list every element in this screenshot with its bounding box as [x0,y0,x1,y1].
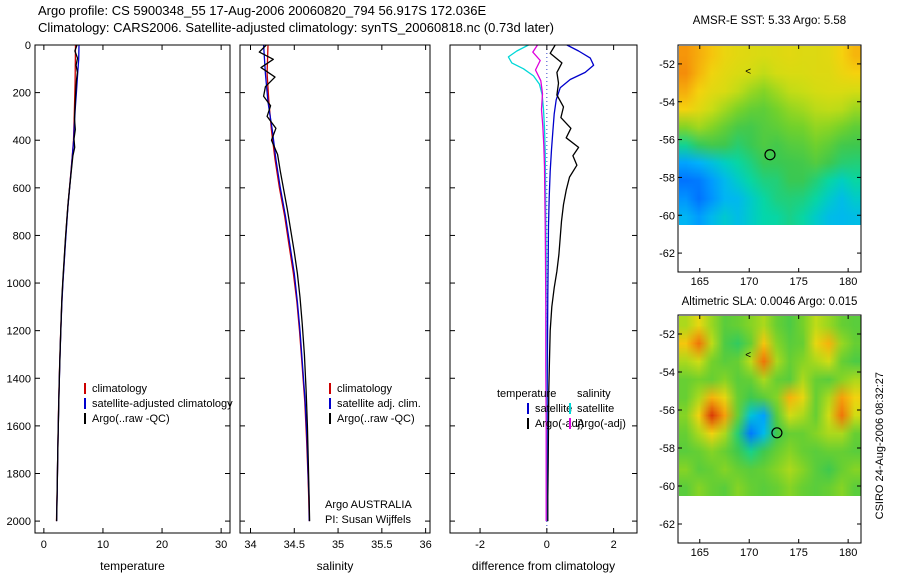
sla-map-panel: Altimetric SLA: 0.0046 Argo: 0.015 165 170… [659,296,862,559]
y-tick-label: 400 [13,135,31,147]
y-tick-label: -56 [659,135,675,147]
series-argo-raw-qc- [258,44,311,522]
x-axis-label: salinity [317,559,354,573]
argo-position-marker [764,149,776,161]
axis-box [449,44,638,534]
x-tick-label: 180 [839,276,857,288]
salinity-profile-panel: 34 34.5 35 35.5 36 salinity climatology satelli… [239,44,432,573]
y-tick-label: 1800 [7,468,31,480]
annotation-text: Argo AUSTRALIA [325,499,412,511]
series-salinity-satellite [507,44,548,522]
x-tick-label: 170 [740,276,758,288]
legend-label: satellite [577,403,614,415]
argo-position-marker [771,427,783,439]
legend-header: temperature [497,388,556,400]
series-climatology [266,44,310,522]
y-tick-label: -52 [659,329,675,341]
map-title: Altimetric SLA: 0.0046 Argo: 0.015 [682,296,858,308]
legend-label: Argo(-adj) [535,418,584,430]
x-tick-label: 170 [740,547,758,559]
legend-label: Argo(..raw -QC) [337,413,415,425]
x-tick-label: 20 [156,539,168,551]
x-tick-label: 35 [332,539,344,551]
y-tick-label: 1200 [7,326,31,338]
series-temperature-argo-adj- [547,44,580,522]
legend-label: satellite [535,403,572,415]
series-satellite-adjusted-climatology [55,44,80,522]
sst-heatmap-canvas [678,45,861,225]
y-tick-label: 0 [25,40,31,52]
legend-header: salinity [577,388,611,400]
difference-panel: -2 0 2 difference from climatology temperatu… [449,44,638,573]
x-tick-label: 175 [790,276,808,288]
sla-heatmap-canvas [678,315,861,496]
y-tick-label: 200 [13,88,31,100]
x-tick-label: -2 [475,539,485,551]
y-tick-label: 2000 [7,516,31,528]
figure-title-line-2: Climatology: CARS2006. Satellite-adjuste… [38,20,554,35]
legend-label: climatology [92,383,148,395]
x-tick-label: 165 [691,547,709,559]
series-salinity-argo-adj- [532,44,547,522]
x-tick-label: 34 [244,539,256,551]
y-tick-label: 800 [13,230,31,242]
x-axis-label: temperature [100,559,165,573]
legend-label: climatology [337,383,393,395]
legend-label: satellite-adjusted climatology [92,398,233,410]
y-tick-label: -58 [659,443,675,455]
y-tick-label: -56 [659,405,675,417]
sst-map-panel: AMSR-E SST: 5.33 Argo: 5.58 165 170 175 180 -… [659,15,862,288]
series-satellite-adj-clim- [262,44,310,522]
x-tick-label: 10 [97,539,109,551]
x-axis-label: difference from climatology [472,559,615,573]
axis-box [239,44,431,534]
series-climatology [55,44,77,522]
x-tick-label: 34.5 [284,539,305,551]
arrow-marker: < [745,66,751,77]
x-tick-label: 0 [41,539,47,551]
legend-label: Argo(..raw -QC) [92,413,170,425]
y-tick-label: -54 [659,97,675,109]
x-tick-label: 35.5 [371,539,392,551]
axis-box [677,44,862,273]
x-tick-label: 175 [790,547,808,559]
temperature-profile-panel: 0 10 20 30 0 200 400 600 800 1000 1200 1400 1600 1800… [7,40,233,573]
legend-label: Argo(-adj) [577,418,626,430]
y-tick-label: 600 [13,183,31,195]
y-tick-label: -60 [659,481,675,493]
axis-box [34,44,231,534]
series-argo-raw-qc- [55,44,79,522]
x-tick-label: 0 [544,539,550,551]
y-tick-label: -62 [659,248,675,260]
y-tick-label: -60 [659,210,675,222]
y-tick-label: 1000 [7,278,31,290]
legend-label: satellite adj. clim. [337,398,421,410]
y-tick-label: -58 [659,172,675,184]
figure-title-line-1: Argo profile: CS 5900348_55 17-Aug-2006 … [38,3,487,18]
arrow-marker: < [745,350,751,361]
y-tick-label: 1400 [7,373,31,385]
y-tick-label: -62 [659,519,675,531]
csiro-timestamp-watermark: CSIRO 24-Aug-2006 08:32:27 [874,372,886,520]
series-temperature-satellite [546,44,595,522]
x-tick-label: 36 [419,539,431,551]
x-tick-label: 180 [839,547,857,559]
y-tick-label: 1600 [7,421,31,433]
x-tick-label: 2 [611,539,617,551]
x-tick-label: 165 [691,276,709,288]
axis-box [677,314,862,544]
x-tick-label: 30 [215,539,227,551]
annotation-text: PI: Susan Wijffels [325,514,411,526]
y-tick-label: -52 [659,59,675,71]
y-tick-label: -54 [659,367,675,379]
map-title: AMSR-E SST: 5.33 Argo: 5.58 [693,15,846,27]
